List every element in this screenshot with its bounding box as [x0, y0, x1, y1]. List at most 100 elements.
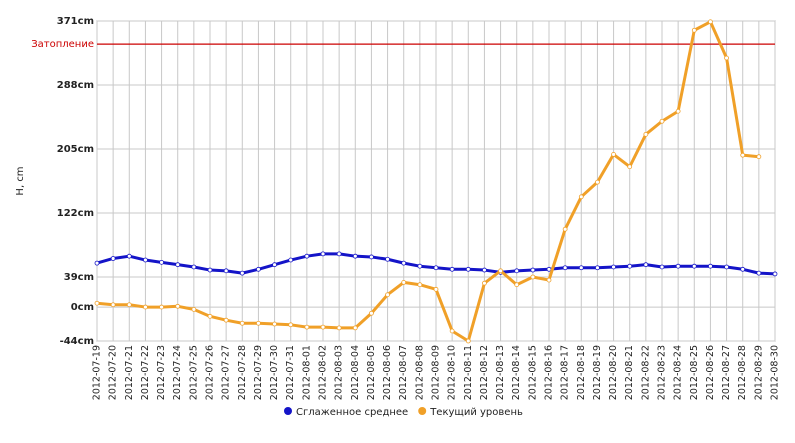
- x-tick-label: 2012-08-02: [318, 345, 329, 400]
- data-point: [369, 254, 374, 260]
- data-point: [595, 179, 600, 185]
- data-point: [385, 292, 390, 298]
- data-point: [320, 324, 326, 330]
- data-point: [126, 253, 132, 259]
- data-point: [514, 282, 520, 288]
- x-tick-label: 2012-08-11: [463, 345, 474, 400]
- data-point: [514, 268, 520, 274]
- data-point: [482, 267, 487, 273]
- x-tick-label: 2012-07-27: [221, 345, 232, 400]
- data-point: [256, 266, 261, 272]
- data-point: [304, 253, 310, 259]
- x-tick-label: 2012-08-30: [770, 345, 781, 400]
- data-point: [304, 324, 310, 330]
- x-tick-label: 2012-07-22: [140, 345, 151, 400]
- x-tick-label: 2012-07-31: [285, 345, 296, 400]
- data-point: [562, 226, 568, 232]
- x-tick-label: 2012-08-22: [640, 345, 651, 400]
- x-tick-label: 2012-08-14: [511, 345, 522, 400]
- x-tick-label: 2012-07-21: [124, 345, 135, 400]
- data-point: [288, 257, 294, 263]
- x-tick-label: 2012-08-15: [527, 345, 538, 400]
- x-tick-label: 2012-08-27: [721, 345, 732, 400]
- x-tick-label: 2012-08-05: [366, 345, 377, 400]
- data-point: [159, 304, 164, 310]
- data-point: [433, 286, 439, 292]
- data-point: [191, 306, 197, 312]
- data-point: [465, 338, 471, 344]
- x-tick-label: 2012-08-17: [560, 345, 571, 400]
- data-point: [530, 267, 536, 273]
- data-point: [724, 55, 729, 61]
- data-point: [546, 266, 552, 272]
- data-point: [756, 154, 762, 160]
- data-point: [675, 263, 681, 269]
- data-point: [385, 256, 390, 262]
- data-point: [320, 251, 326, 257]
- data-point: [207, 313, 213, 319]
- y-tick-label: 288cm: [57, 80, 94, 91]
- x-tick-label: 2012-08-24: [673, 345, 684, 400]
- x-tick-label: 2012-07-23: [156, 345, 167, 400]
- data-point: [611, 151, 616, 157]
- data-point: [546, 277, 552, 283]
- data-point: [449, 328, 455, 334]
- data-point: [465, 266, 471, 272]
- data-point: [611, 264, 616, 270]
- data-point: [578, 265, 584, 271]
- x-tick-label: 2012-08-29: [753, 345, 764, 400]
- data-point: [239, 320, 245, 326]
- data-point: [401, 279, 407, 285]
- x-tick-label: 2012-08-25: [689, 345, 700, 400]
- data-point: [417, 263, 423, 269]
- data-point: [595, 265, 600, 271]
- data-point: [143, 257, 148, 263]
- data-point: [578, 194, 584, 200]
- data-point: [756, 270, 762, 276]
- x-tick-label: 2012-07-25: [188, 345, 199, 400]
- legend-label: Текущий уровень: [429, 407, 523, 418]
- data-point: [530, 274, 536, 280]
- y-tick-label: 39cm: [64, 272, 94, 283]
- data-point: [562, 265, 568, 271]
- data-point: [482, 280, 487, 286]
- x-tick-label: 2012-08-21: [624, 345, 635, 400]
- data-point: [659, 264, 665, 270]
- data-point: [401, 260, 407, 266]
- x-tick-label: 2012-08-09: [431, 345, 442, 400]
- data-point: [110, 256, 116, 261]
- x-tick-label: 2012-08-12: [479, 345, 490, 400]
- data-point: [175, 262, 181, 268]
- data-point: [256, 320, 261, 326]
- data-point: [223, 317, 229, 323]
- data-point: [675, 108, 681, 114]
- data-point: [207, 267, 213, 273]
- x-tick-label: 2012-07-24: [172, 345, 183, 400]
- legend-marker: [284, 407, 292, 415]
- data-point: [643, 131, 649, 137]
- data-point: [724, 264, 729, 270]
- data-point: [336, 325, 342, 331]
- data-point: [352, 253, 358, 259]
- x-tick-label: 2012-08-10: [447, 345, 458, 400]
- x-tick-label: 2012-08-23: [657, 345, 668, 400]
- data-point: [659, 118, 665, 124]
- data-point: [223, 268, 229, 274]
- data-point: [417, 282, 423, 288]
- x-tick-label: 2012-07-29: [253, 345, 264, 400]
- data-point: [498, 268, 503, 274]
- x-tick-label: 2012-08-08: [414, 345, 425, 400]
- data-point: [772, 271, 778, 277]
- data-point: [369, 310, 374, 316]
- x-tick-label: 2012-08-28: [737, 345, 748, 400]
- x-tick-label: 2012-08-01: [301, 345, 312, 400]
- x-tick-label: 2012-08-13: [495, 345, 506, 400]
- x-tick-label: 2012-07-30: [269, 345, 280, 400]
- x-tick-label: 2012-08-19: [592, 345, 603, 400]
- series-line: [96, 20, 759, 343]
- y-tick-label: 0cm: [71, 302, 94, 313]
- x-tick-label: 2012-07-19: [92, 345, 103, 400]
- x-tick-label: 2012-08-06: [382, 345, 393, 400]
- x-tick-label: 2012-08-04: [350, 345, 361, 400]
